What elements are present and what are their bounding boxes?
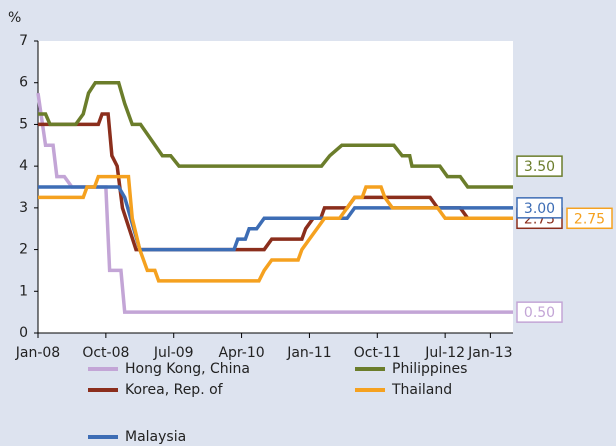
x-tick-label: Jan-13 bbox=[467, 345, 512, 361]
legend-label: Hong Kong, China bbox=[125, 361, 250, 377]
end-label: 3.50 bbox=[524, 159, 555, 175]
x-tick-label: Jul-09 bbox=[153, 345, 194, 361]
x-tick-label: Oct-08 bbox=[82, 345, 129, 361]
legend-label: Korea, Rep. of bbox=[125, 382, 224, 398]
y-unit: % bbox=[8, 10, 21, 26]
x-tick-label: Jan-08 bbox=[15, 345, 60, 361]
legend-label: Thailand bbox=[391, 382, 452, 398]
legend-label: Malaysia bbox=[125, 429, 186, 445]
series-line bbox=[38, 80, 513, 189]
y-tick-label: 4 bbox=[19, 158, 28, 174]
end-label-box bbox=[516, 197, 563, 219]
end-label-box bbox=[516, 301, 563, 323]
y-tick-label: 7 bbox=[19, 33, 28, 49]
x-tick-label: Apr-10 bbox=[218, 345, 264, 361]
end-label: 0.50 bbox=[524, 305, 555, 321]
x-tick-label: Oct-11 bbox=[354, 345, 401, 361]
x-tick-label: Jul-12 bbox=[424, 345, 465, 361]
series-line bbox=[38, 112, 513, 252]
series-line bbox=[38, 185, 513, 252]
series-line bbox=[38, 174, 513, 283]
y-tick-label: 0 bbox=[19, 325, 28, 341]
y-tick-label: 2 bbox=[19, 242, 28, 258]
end-label-box bbox=[516, 155, 563, 177]
y-tick-label: 3 bbox=[19, 200, 28, 216]
end-label: 2.75 bbox=[574, 211, 605, 227]
end-label: 3.00 bbox=[524, 201, 555, 217]
y-tick-label: 5 bbox=[19, 116, 28, 132]
y-tick-label: 6 bbox=[19, 75, 28, 91]
x-tick-label: Jan-11 bbox=[286, 345, 331, 361]
legend-label: Philippines bbox=[392, 361, 467, 377]
y-tick-label: 1 bbox=[19, 283, 28, 299]
end-label-box bbox=[566, 207, 613, 230]
